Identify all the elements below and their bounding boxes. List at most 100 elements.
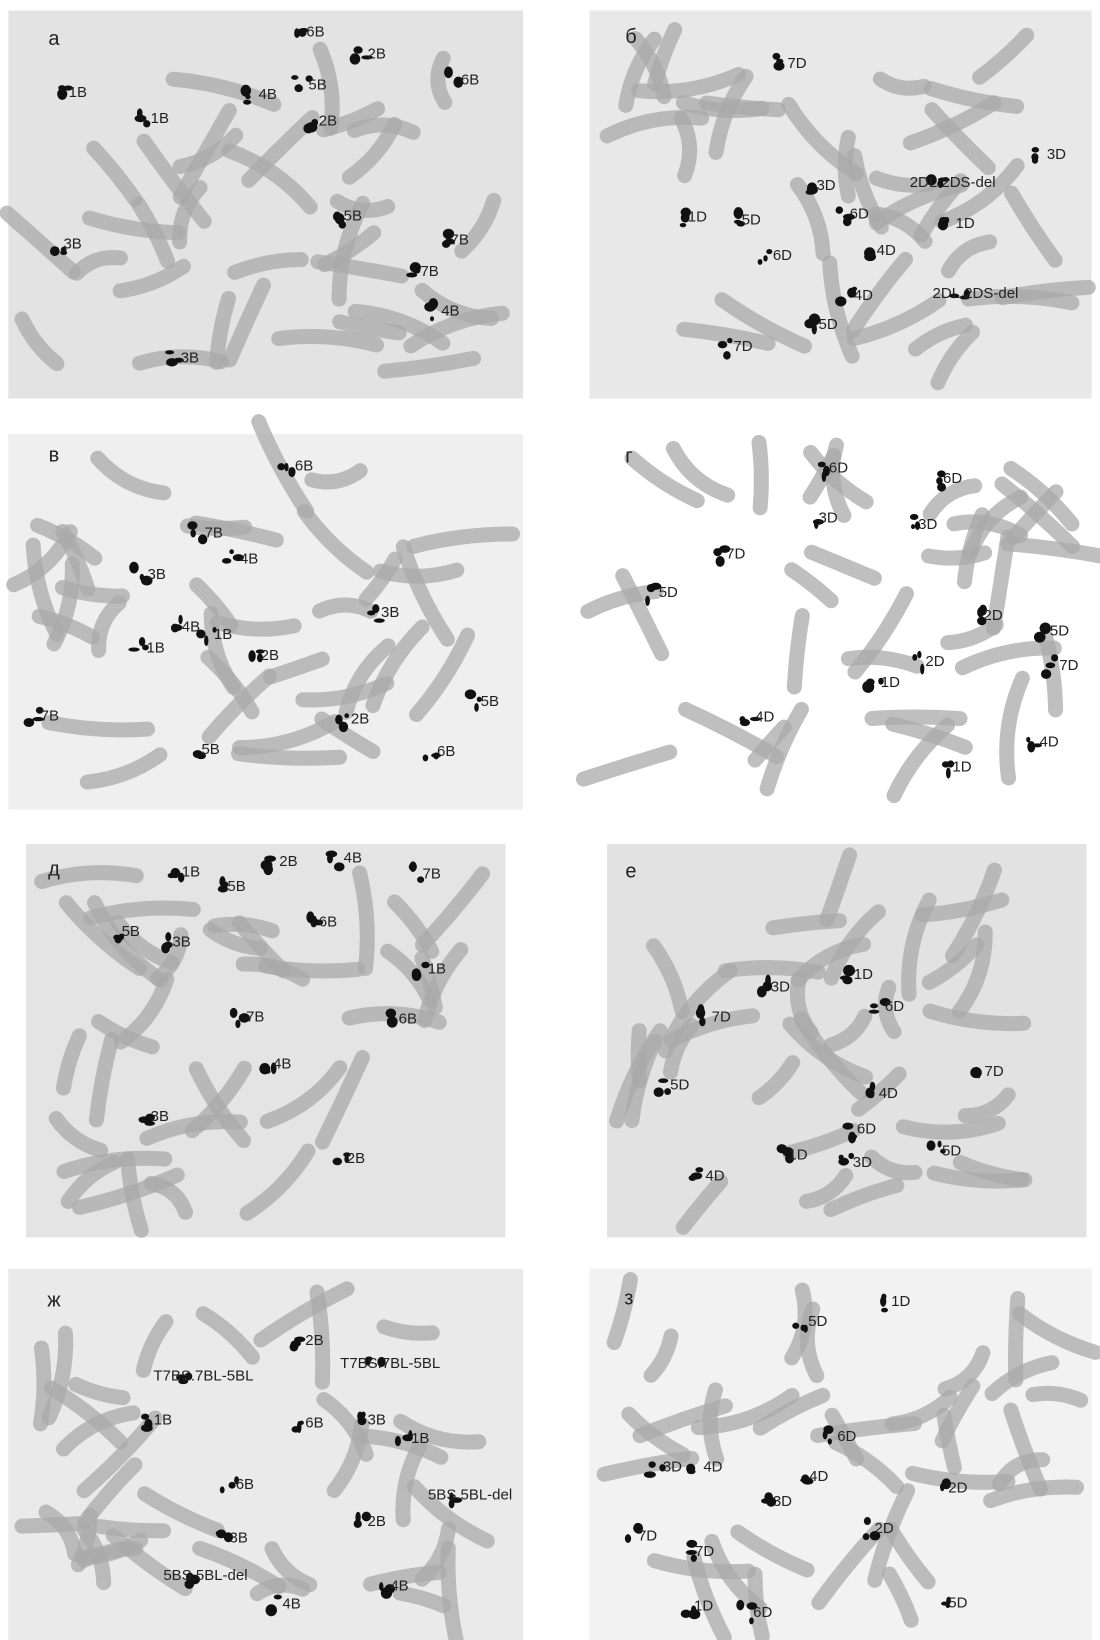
- chromosome-label: 2B: [351, 711, 369, 728]
- signal: [165, 932, 171, 941]
- chromosome-label: 4B: [182, 619, 200, 636]
- signal: [764, 1492, 773, 1502]
- signal: [277, 463, 285, 470]
- signal: [143, 120, 150, 127]
- chromosome: [880, 79, 924, 88]
- signal: [970, 1067, 982, 1078]
- signal: [193, 751, 202, 756]
- chromosome-label: 6B: [306, 23, 324, 40]
- chromosome-label: 3D: [918, 516, 937, 533]
- chromosome-label: 5D: [942, 1143, 961, 1160]
- chromosome-label: 7D: [733, 338, 752, 355]
- signal: [230, 1008, 238, 1018]
- chromosome: [681, 118, 689, 176]
- chromosome-label: 6D: [829, 460, 848, 477]
- chromosome-label: 2B: [347, 1150, 365, 1167]
- signal: [645, 596, 650, 606]
- chromosome-label: 6B: [399, 1011, 417, 1028]
- signal: [219, 876, 225, 887]
- signal: [353, 46, 362, 53]
- chromosome-label: 3B: [148, 566, 166, 583]
- signal: [938, 1141, 942, 1148]
- signal: [823, 1425, 833, 1434]
- signal: [263, 864, 273, 875]
- chromosome: [759, 442, 761, 507]
- signal: [294, 28, 300, 38]
- chromosome: [49, 723, 148, 730]
- signal: [268, 1608, 272, 1616]
- signal: [406, 273, 417, 278]
- signal: [812, 323, 817, 334]
- signal: [716, 556, 725, 567]
- chromosome-label: 5B: [344, 207, 362, 224]
- chromosome-label: 7D: [712, 1009, 731, 1026]
- signal: [339, 722, 348, 733]
- signal: [920, 664, 924, 675]
- signal: [139, 637, 145, 646]
- signal: [129, 562, 139, 574]
- chromosome-label: 1D: [952, 759, 971, 776]
- chromosome: [62, 588, 122, 597]
- signal: [361, 1412, 365, 1418]
- signal: [1034, 632, 1046, 643]
- signal: [1041, 669, 1051, 679]
- signal: [141, 1424, 153, 1432]
- chromosome: [40, 1348, 43, 1424]
- chromosome-label: 6B: [437, 743, 455, 760]
- signal: [739, 716, 745, 722]
- signal: [140, 574, 145, 581]
- chromosome: [265, 966, 357, 971]
- signal: [424, 302, 436, 312]
- chromosome-label: 4D: [1040, 734, 1059, 751]
- signal: [58, 85, 66, 90]
- signal: [734, 220, 742, 224]
- chromosome-label: 3B: [181, 350, 199, 367]
- chromosome-label: 6B: [319, 913, 337, 930]
- chromosome-label: 6B: [305, 1414, 323, 1431]
- signal: [430, 316, 434, 321]
- signal: [166, 358, 178, 366]
- signal: [625, 1534, 631, 1543]
- panel-letter: з: [624, 1287, 633, 1309]
- chromosome-label: 3D: [773, 1493, 792, 1510]
- chromosome-label: 5D: [1050, 623, 1069, 640]
- signal: [912, 654, 917, 661]
- chromosome-label: 4B: [259, 86, 277, 103]
- chromosome-label: 1D: [694, 1597, 713, 1614]
- chromosome-label: 4B: [282, 1595, 300, 1612]
- panel-letter: д: [48, 858, 60, 880]
- chromosome-label: 3B: [229, 1530, 247, 1547]
- signal: [355, 1512, 360, 1523]
- signal: [736, 1600, 744, 1611]
- panel: г6D6D3D3D7D5D2D5D2D7D1D4D4D1D: [584, 434, 1100, 809]
- signal: [423, 754, 429, 761]
- chromosome: [279, 337, 377, 345]
- signal: [412, 970, 422, 981]
- signal: [1046, 662, 1056, 668]
- panel: ж2BT7BS.7BL-5BLT7BS.7BL-5BL1B6B3B1B6B5BS…: [8, 1269, 523, 1640]
- chromosome-label: 4D: [879, 1085, 898, 1102]
- chromosome-label: 3B: [368, 1411, 386, 1428]
- chromosome: [794, 616, 802, 687]
- chromosome: [1016, 1299, 1018, 1380]
- chromosome-label: 7B: [451, 232, 469, 249]
- chromosome-label: 3D: [853, 1154, 872, 1171]
- chromosome-label: 2D: [875, 1520, 894, 1537]
- signal: [777, 1144, 787, 1153]
- signal: [379, 1582, 383, 1591]
- signal: [1032, 147, 1039, 153]
- signal: [835, 296, 846, 306]
- chromosome-label: 2D: [948, 1479, 967, 1496]
- signal: [772, 53, 780, 60]
- chromosome-label: 6D: [943, 470, 962, 487]
- signal: [395, 1436, 401, 1446]
- signal: [265, 1069, 270, 1074]
- chromosome-label: 7D: [985, 1063, 1004, 1080]
- signal: [389, 1011, 394, 1022]
- chromosome: [438, 58, 445, 102]
- chromosome-label: 6D: [753, 1604, 772, 1621]
- figure: а1B6B2B6B1B4B5B2B5B3B7B7B4B3Bб7D3D3D2DL.…: [0, 0, 1100, 1640]
- signal: [680, 223, 686, 227]
- chromosome-label: 1D: [788, 1147, 807, 1164]
- signal: [141, 1414, 149, 1420]
